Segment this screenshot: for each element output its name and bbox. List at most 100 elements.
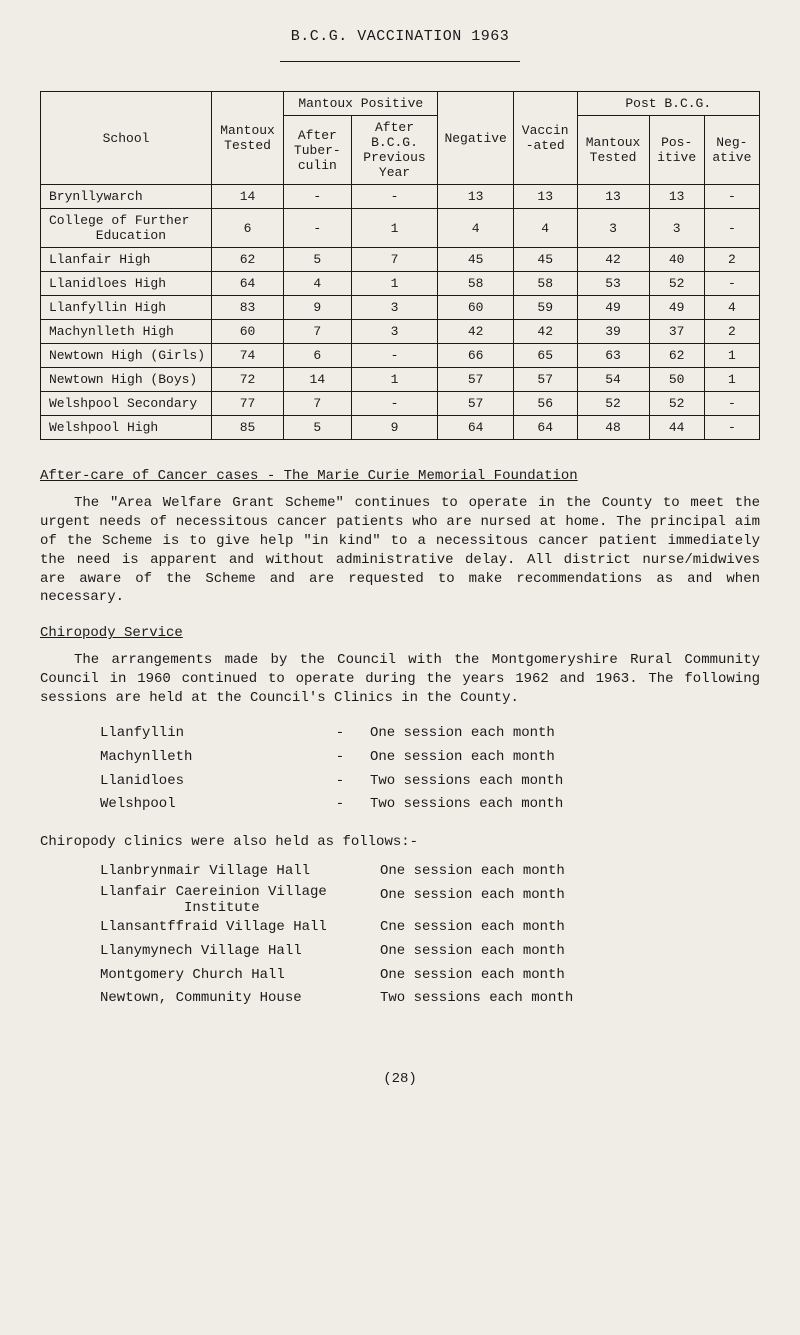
- session-row: Llansantffraid Village HallCne session e…: [100, 916, 760, 940]
- col-pb-mantoux-tested: Mantoux Tested: [577, 116, 649, 185]
- table-cell: -: [351, 392, 438, 416]
- session-dash: -: [310, 722, 370, 746]
- session-place: Newtown, Community House: [100, 987, 380, 1011]
- table-cell: 65: [513, 344, 577, 368]
- table-cell: -: [704, 272, 759, 296]
- table-cell: Welshpool High: [41, 416, 212, 440]
- session-freq: One session each month: [380, 860, 760, 884]
- table-row: Newtown High (Girls)746-666563621: [41, 344, 760, 368]
- session-dash: -: [310, 746, 370, 770]
- table-cell: Machynlleth High: [41, 320, 212, 344]
- table-cell: 72: [212, 368, 284, 392]
- table-cell: 7: [284, 320, 351, 344]
- table-cell: 4: [513, 209, 577, 248]
- table-row: Brynllywarch14--13131313-: [41, 185, 760, 209]
- table-cell: Llanfyllin High: [41, 296, 212, 320]
- table-cell: Welshpool Secondary: [41, 392, 212, 416]
- table-cell: 64: [212, 272, 284, 296]
- session-row: Montgomery Church HallOne session each m…: [100, 964, 760, 988]
- table-cell: 13: [438, 185, 513, 209]
- table-cell: 39: [577, 320, 649, 344]
- chiropody-heading: Chiropody Service: [40, 625, 760, 641]
- table-cell: Llanidloes High: [41, 272, 212, 296]
- session-place: Welshpool: [100, 793, 310, 817]
- table-cell: 1: [351, 209, 438, 248]
- table-cell: College of Further Education: [41, 209, 212, 248]
- session-freq: One session each month: [370, 746, 760, 770]
- session-place: Llanbrynmair Village Hall: [100, 860, 380, 884]
- table-cell: 57: [438, 368, 513, 392]
- table-cell: 60: [438, 296, 513, 320]
- table-row: Machynlleth High6073424239372: [41, 320, 760, 344]
- session-place: Montgomery Church Hall: [100, 964, 380, 988]
- table-row: Newtown High (Boys)72141575754501: [41, 368, 760, 392]
- table-cell: 58: [438, 272, 513, 296]
- table-cell: 4: [284, 272, 351, 296]
- session-freq: Two sessions each month: [380, 987, 760, 1011]
- table-cell: 74: [212, 344, 284, 368]
- title-underline: [40, 49, 760, 67]
- col-after-tuberculin: After Tuber- culin: [284, 116, 351, 185]
- table-row: College of Further Education6-14433-: [41, 209, 760, 248]
- table-cell: 4: [704, 296, 759, 320]
- table-cell: 7: [284, 392, 351, 416]
- table-cell: 7: [351, 248, 438, 272]
- table-cell: 37: [649, 320, 704, 344]
- session-dash: -: [310, 793, 370, 817]
- table-cell: 9: [351, 416, 438, 440]
- table-cell: 57: [513, 368, 577, 392]
- table-cell: Newtown High (Boys): [41, 368, 212, 392]
- table-cell: 45: [513, 248, 577, 272]
- chiropody-para: The arrangements made by the Council wit…: [40, 651, 760, 708]
- table-cell: 13: [513, 185, 577, 209]
- table-cell: -: [704, 185, 759, 209]
- session-freq: Two sessions each month: [370, 793, 760, 817]
- table-cell: 5: [284, 416, 351, 440]
- aftercare-heading: After-care of Cancer cases - The Marie C…: [40, 468, 760, 484]
- table-cell: -: [704, 392, 759, 416]
- col-vaccinated: Vaccin -ated: [513, 92, 577, 185]
- table-cell: 5: [284, 248, 351, 272]
- col-negative: Negative: [438, 92, 513, 185]
- session-freq: Two sessions each month: [370, 770, 760, 794]
- table-cell: 58: [513, 272, 577, 296]
- table-cell: 14: [284, 368, 351, 392]
- table-cell: 3: [351, 296, 438, 320]
- session-freq: One session each month: [380, 940, 760, 964]
- table-cell: 42: [438, 320, 513, 344]
- table-cell: 77: [212, 392, 284, 416]
- table-cell: 1: [351, 368, 438, 392]
- table-cell: 49: [649, 296, 704, 320]
- table-cell: 9: [284, 296, 351, 320]
- col-pb-negative: Neg- ative: [704, 116, 759, 185]
- table-cell: -: [704, 416, 759, 440]
- session-freq: One session each month: [380, 884, 760, 916]
- session-place: Llansantffraid Village Hall: [100, 916, 380, 940]
- table-cell: 14: [212, 185, 284, 209]
- table-cell: 48: [577, 416, 649, 440]
- table-cell: 64: [513, 416, 577, 440]
- table-cell: Newtown High (Girls): [41, 344, 212, 368]
- table-cell: 3: [649, 209, 704, 248]
- session-place: Llanfyllin: [100, 722, 310, 746]
- table-cell: 64: [438, 416, 513, 440]
- table-cell: 56: [513, 392, 577, 416]
- table-cell: Llanfair High: [41, 248, 212, 272]
- table-cell: 52: [649, 272, 704, 296]
- table-head: School Mantoux Tested Mantoux Positive N…: [41, 92, 760, 185]
- vaccination-table: School Mantoux Tested Mantoux Positive N…: [40, 91, 760, 440]
- session-row: Llanfair Caereinion Village InstituteOne…: [100, 884, 760, 916]
- table-cell: 1: [704, 368, 759, 392]
- table-row: Llanfair High6257454542402: [41, 248, 760, 272]
- table-cell: -: [704, 209, 759, 248]
- session-place: Llanidloes: [100, 770, 310, 794]
- page: B.C.G. VACCINATION 1963 School Mantoux T…: [0, 0, 800, 1127]
- session-place: Llanymynech Village Hall: [100, 940, 380, 964]
- session-dash: -: [310, 770, 370, 794]
- col-mantoux-positive: Mantoux Positive: [284, 92, 438, 116]
- session-row: Welshpool-Two sessions each month: [100, 793, 760, 817]
- table-cell: 85: [212, 416, 284, 440]
- table-row: Welshpool Secondary777-57565252-: [41, 392, 760, 416]
- session-row: Llanbrynmair Village HallOne session eac…: [100, 860, 760, 884]
- table-cell: 53: [577, 272, 649, 296]
